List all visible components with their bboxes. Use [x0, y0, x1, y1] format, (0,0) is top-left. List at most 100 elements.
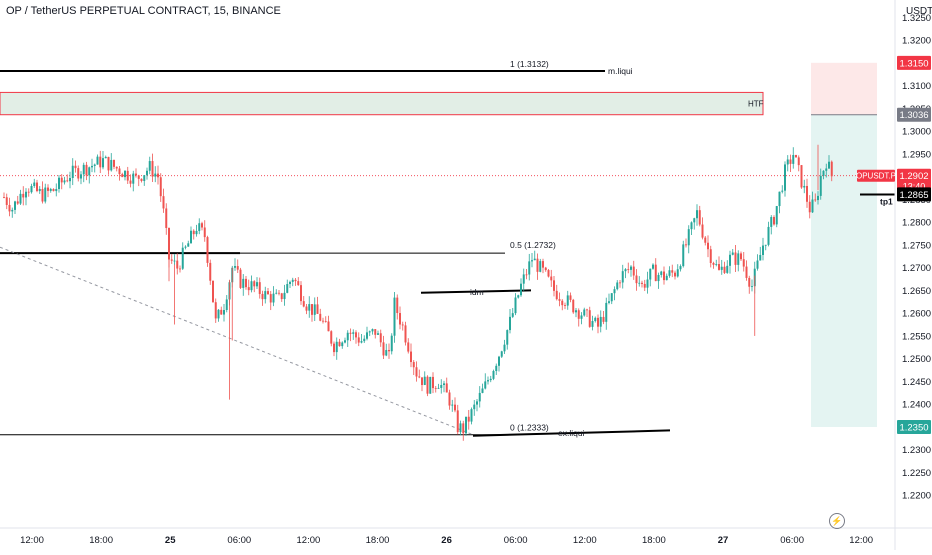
- candle-body: [511, 313, 514, 317]
- candle-body: [462, 423, 465, 434]
- candle-body: [366, 332, 368, 339]
- candle-body: [718, 264, 720, 270]
- candle-body: [333, 343, 335, 353]
- candle-body: [687, 229, 690, 246]
- candle-body: [19, 193, 22, 204]
- stop-zone: [811, 62, 877, 115]
- candle-body: [115, 166, 118, 169]
- candle-body: [3, 197, 5, 198]
- candle-body: [247, 287, 250, 291]
- candle-body: [151, 161, 154, 177]
- candle-body: [476, 401, 478, 405]
- candle-body: [580, 315, 583, 319]
- candle-body: [467, 416, 470, 422]
- candle-body: [500, 351, 503, 357]
- x-tick-label: 12:00: [297, 535, 321, 546]
- candle-body: [190, 230, 192, 244]
- candle-body: [96, 156, 99, 165]
- candle-body: [126, 170, 129, 181]
- candle-body: [69, 178, 71, 182]
- candle-body: [627, 269, 630, 270]
- x-tick-label: 06:00: [504, 535, 528, 546]
- x-tick-label: 12:00: [573, 535, 597, 546]
- candle-body: [399, 313, 401, 325]
- candle-body: [825, 168, 828, 171]
- ex-liqui-line: [472, 429, 671, 437]
- candle-body: [800, 165, 803, 188]
- candle-body: [313, 304, 316, 315]
- candle-body: [63, 180, 66, 183]
- candle-body: [349, 332, 352, 334]
- candle-body: [104, 156, 107, 159]
- entry-price-tag-bg: [897, 107, 931, 122]
- idm-line: [420, 289, 532, 294]
- x-tick-label: 06:00: [780, 535, 804, 546]
- candle-body: [8, 204, 11, 212]
- zones: HTF: [0, 62, 877, 427]
- y-tick-label: 1.2200: [902, 491, 931, 502]
- candle-body: [514, 297, 517, 314]
- candle-body: [176, 260, 179, 269]
- candle-body: [822, 170, 825, 176]
- fib-05-label: 0.5 (1.2732): [510, 240, 556, 250]
- candle-body: [550, 276, 553, 281]
- candle-body: [385, 350, 388, 356]
- annotation-lines: 1 (1.3132) m.liqui 0.5 (1.2732) 0 (1.2333) e…: [0, 59, 895, 438]
- candle-body: [712, 262, 715, 265]
- candle-body: [360, 341, 363, 343]
- candle-body: [751, 286, 753, 288]
- x-tick-label: 27: [718, 535, 729, 546]
- candle-body: [245, 278, 247, 288]
- candle-body: [280, 293, 283, 300]
- candle-body: [682, 244, 685, 267]
- candle-body: [418, 376, 421, 378]
- candle-body: [36, 182, 38, 192]
- candle-body: [830, 161, 833, 177]
- candle-body: [660, 271, 663, 275]
- candle-body: [542, 261, 544, 268]
- candle-body: [641, 282, 643, 284]
- candle-body: [704, 237, 707, 243]
- candle-body: [52, 188, 55, 192]
- x-tick-label: 26: [441, 535, 452, 546]
- candle-body: [597, 317, 599, 327]
- candle-body: [674, 272, 676, 277]
- candle-body: [195, 230, 198, 235]
- candle-body: [291, 279, 294, 282]
- candle-body: [154, 173, 157, 177]
- x-tick-label: 18:00: [89, 535, 113, 546]
- candle-body: [492, 370, 495, 379]
- candle-body: [676, 269, 679, 277]
- candle-body: [300, 285, 302, 302]
- candle-body: [239, 269, 242, 288]
- y-tick-label: 1.2500: [902, 354, 931, 365]
- candle-body: [206, 237, 209, 263]
- lightning-icon[interactable]: ⚡: [829, 513, 845, 529]
- candle-body: [745, 266, 748, 278]
- idm-label: idm: [470, 287, 484, 297]
- candle-body: [685, 244, 687, 246]
- candle-body: [390, 335, 393, 352]
- candle-body: [803, 185, 806, 188]
- candle-body: [478, 392, 481, 402]
- candle-body: [363, 338, 366, 342]
- candle-body: [426, 376, 429, 394]
- candle-body: [663, 271, 665, 281]
- candle-body: [91, 165, 93, 168]
- candle-body: [740, 253, 742, 260]
- candle-body: [781, 190, 784, 192]
- candle-body: [129, 180, 132, 184]
- candle-body: [770, 217, 773, 227]
- candle-body: [371, 329, 374, 332]
- target-zone: [811, 114, 877, 427]
- candle-body: [203, 227, 206, 238]
- candle-body: [451, 404, 454, 406]
- candle-body: [379, 333, 382, 343]
- candle-body: [569, 295, 572, 300]
- y-tick-label: 1.2250: [902, 468, 931, 479]
- candle-body: [489, 378, 492, 381]
- candle-body: [723, 266, 726, 273]
- candle-body: [264, 291, 267, 300]
